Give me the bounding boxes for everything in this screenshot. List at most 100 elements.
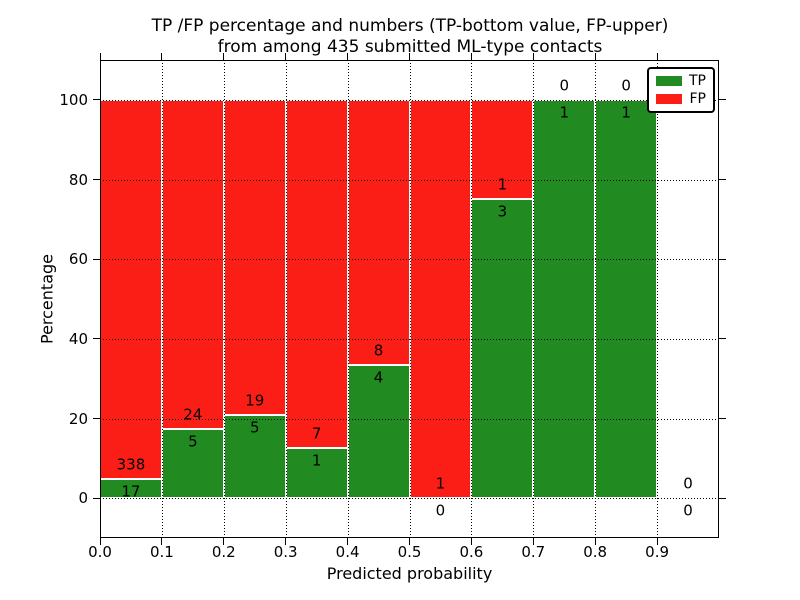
y-tick-label: 60	[68, 250, 88, 269]
legend-swatch-tp-icon	[656, 76, 682, 87]
gridline-v	[657, 60, 659, 538]
y-tick-mark	[93, 418, 100, 419]
fp-count-label: 24	[183, 405, 203, 424]
tp-count-label: 17	[121, 482, 141, 501]
bar-tp-segment	[286, 448, 348, 499]
fp-count-label: 7	[311, 424, 322, 443]
gridline-v	[409, 60, 411, 538]
x-tick-mark	[409, 538, 410, 545]
x-tick-mark-top	[161, 53, 163, 60]
chart-title-line1: TP /FP percentage and numbers (TP-bottom…	[151, 16, 669, 36]
tp-count-label: 5	[249, 418, 260, 437]
bar-tp-segment	[595, 99, 657, 499]
x-tick-label: 0.0	[88, 543, 112, 561]
y-tick-label: 20	[68, 409, 88, 428]
y-tick-mark	[93, 338, 100, 340]
tp-count-label: 1	[311, 451, 322, 470]
tp-count-label: 4	[373, 368, 384, 387]
y-tick-label: 100	[59, 90, 88, 109]
fp-count-label: 19	[245, 391, 265, 410]
x-tick-mark-top	[347, 53, 349, 60]
legend-entry-tp: TP	[656, 73, 706, 90]
axes-frame	[100, 60, 719, 538]
x-tick-label: 0.3	[273, 543, 298, 561]
x-tick-mark	[656, 538, 658, 545]
chart-title-line2: from among 435 submitted ML-type contact…	[217, 37, 603, 57]
x-tick-mark	[594, 538, 596, 545]
gridline-v	[161, 60, 163, 538]
x-tick-label: 0.6	[459, 543, 484, 561]
legend-entry-fp: FP	[656, 90, 707, 107]
legend: TP FP	[647, 67, 715, 113]
x-tick-mark	[161, 538, 163, 545]
gridline-v	[471, 60, 473, 538]
bar-tp-segment	[162, 429, 224, 499]
gridline-v	[347, 60, 349, 538]
x-tick-label: 0.9	[645, 543, 670, 561]
chart-title: TP /FP percentage and numbers (TP-bottom…	[90, 16, 730, 58]
x-tick-label: 0.5	[397, 543, 422, 561]
y-tick-label: 40	[68, 329, 88, 348]
fp-count-label: 0	[559, 76, 570, 95]
tp-count-label: 0	[683, 501, 693, 520]
x-tick-mark-top	[656, 53, 658, 60]
y-tick-mark	[93, 99, 100, 101]
x-tick-label: 0.4	[335, 543, 360, 561]
tp-count-label: 5	[188, 432, 198, 451]
x-tick-mark-top	[223, 53, 225, 60]
bar-fp-segment	[100, 99, 162, 480]
bar-tp-segment	[224, 415, 286, 499]
x-tick-mark-top	[594, 53, 596, 60]
x-tick-mark-top	[470, 53, 472, 60]
tp-count-label: 0	[435, 501, 446, 520]
tp-count-label: 1	[621, 103, 631, 122]
tp-count-label: 1	[559, 103, 570, 122]
y-tick-mark-right	[719, 179, 726, 180]
x-tick-label: 0.2	[211, 543, 236, 561]
gridline-v	[533, 60, 535, 538]
x-tick-mark	[223, 538, 225, 545]
x-axis-label: Predicted probability	[326, 564, 493, 583]
y-tick-mark-right	[719, 418, 726, 419]
fp-count-label: 0	[621, 76, 631, 95]
plot-area: TP FP 338 17 24 5 19 5 7 1 8 4 1 0 1 3 0 1 0 1 0 0 0.0 0.1 0.2…	[59, 53, 726, 561]
bar-fp-segment	[348, 99, 410, 366]
y-tick-mark-right	[719, 497, 726, 499]
y-tick-label: 80	[68, 170, 88, 189]
fp-count-label: 1	[435, 474, 446, 493]
gridline-v	[595, 60, 597, 538]
fp-count-label: 338	[116, 455, 146, 474]
y-tick-mark-right	[719, 258, 726, 260]
fp-count-label: 0	[683, 474, 693, 493]
y-tick-mark-right	[719, 338, 726, 340]
bar-fp-segment	[162, 99, 224, 430]
x-tick-mark-top	[99, 53, 101, 60]
y-tick-label: 0	[78, 489, 88, 508]
legend-label-fp: FP	[689, 90, 707, 107]
x-tick-label: 0.1	[149, 543, 174, 561]
x-tick-mark	[99, 538, 101, 545]
y-tick-mark-right	[719, 99, 726, 101]
x-tick-mark-top	[409, 53, 410, 60]
y-tick-mark	[93, 258, 100, 260]
x-tick-mark-top	[532, 53, 534, 60]
tp-count-label: 3	[497, 202, 508, 221]
y-tick-mark	[93, 179, 100, 180]
x-tick-mark	[532, 538, 534, 545]
y-tick-mark	[93, 497, 100, 499]
gridline-v	[223, 60, 225, 538]
gridline-v	[285, 60, 287, 538]
legend-label-tp: TP	[689, 73, 706, 90]
x-tick-label: 0.7	[521, 543, 546, 561]
x-tick-mark	[285, 538, 287, 545]
x-tick-mark	[347, 538, 349, 545]
legend-swatch-fp-icon	[656, 93, 682, 104]
bar-fp-segment	[410, 99, 471, 499]
bar-fp-segment	[286, 99, 348, 449]
fp-count-label: 1	[497, 175, 508, 194]
x-tick-mark-top	[285, 53, 287, 60]
x-tick-label: 0.8	[583, 543, 608, 561]
x-tick-mark	[470, 538, 472, 545]
fp-count-label: 8	[373, 341, 384, 360]
